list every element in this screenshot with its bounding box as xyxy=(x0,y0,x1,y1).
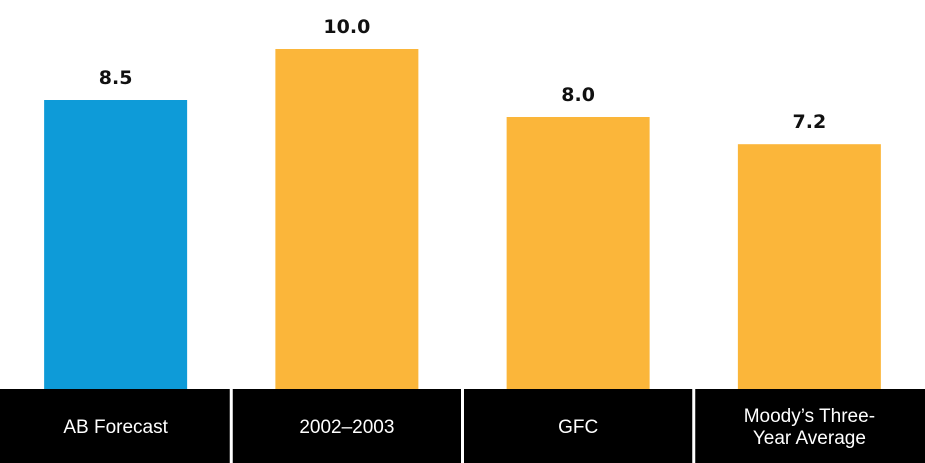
category-label-line: Year Average xyxy=(753,428,866,449)
category-label-1: 2002–2003 xyxy=(299,417,394,438)
bars-group xyxy=(44,49,881,389)
value-label-2: 8.0 xyxy=(561,84,595,106)
category-separator-1 xyxy=(229,389,233,463)
value-label-3: 7.2 xyxy=(793,111,827,133)
category-label-line: GFC xyxy=(558,417,598,438)
category-label-2: GFC xyxy=(558,417,598,438)
category-label-line: AB Forecast xyxy=(63,417,168,438)
category-label-3: Moody’s Three-Year Average xyxy=(744,406,875,449)
bar-1 xyxy=(275,49,419,389)
bar-3 xyxy=(737,144,881,389)
bar-2 xyxy=(506,117,650,389)
category-label-0: AB Forecast xyxy=(63,417,168,438)
value-label-0: 8.5 xyxy=(99,67,133,89)
category-separator-2 xyxy=(461,389,464,463)
category-label-line: Moody’s Three- xyxy=(744,406,875,427)
category-axis-band: AB Forecast 2002–2003 GFC Moody’s Three-Yea… xyxy=(0,389,925,463)
value-labels-group: 8.5 10.0 8.0 7.2 xyxy=(99,16,826,133)
category-separator-3 xyxy=(692,389,696,463)
bar-0 xyxy=(44,100,188,389)
category-label-line: 2002–2003 xyxy=(299,417,394,438)
value-label-1: 10.0 xyxy=(323,16,370,38)
